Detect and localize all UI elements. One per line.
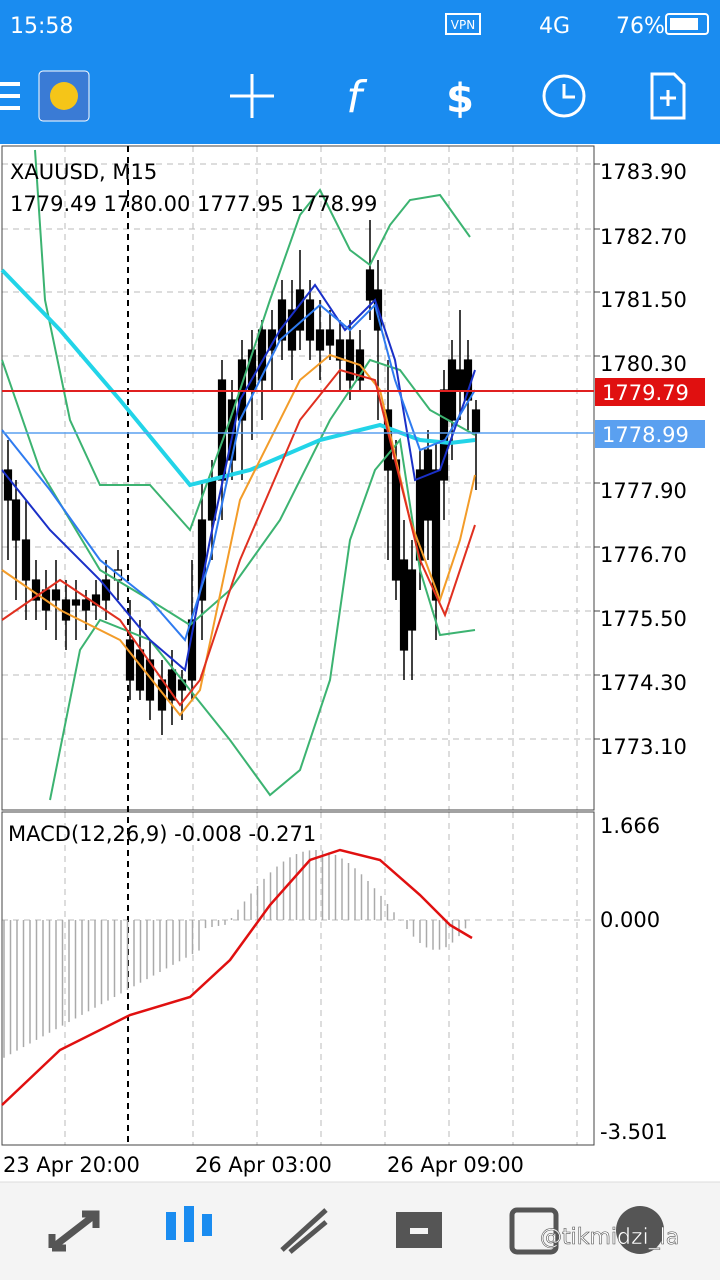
bb-middle <box>1 358 476 627</box>
time-label: 26 Apr 03:00 <box>195 1153 332 1177</box>
crosshair-icon[interactable] <box>230 74 274 118</box>
candle-body <box>471 409 481 433</box>
macd-axis: 1.666 0.000 -3.501 <box>600 814 668 1144</box>
battery-level <box>670 18 698 30</box>
candle-body <box>81 599 91 611</box>
battery-icon <box>665 13 709 35</box>
candle-body <box>423 449 433 521</box>
time-label: 23 Apr 20:00 <box>3 1153 140 1177</box>
header-bg <box>0 0 720 144</box>
clock-hands <box>562 84 575 99</box>
ask-price: 1778.99 <box>602 423 689 447</box>
menu-icon[interactable] <box>0 82 20 110</box>
quotes-tab[interactable] <box>48 1210 100 1252</box>
candle-body <box>407 569 417 631</box>
macd-histogram <box>3 850 467 1058</box>
bb-upper <box>34 149 471 532</box>
price-tick: 1780.30 <box>600 352 687 376</box>
messages-tab[interactable] <box>616 1206 664 1254</box>
price-axis: 1783.90 1782.70 1781.50 1780.30 1777.90 1776.… <box>594 160 687 759</box>
macd-tick: -3.501 <box>600 1120 668 1144</box>
chart-tab[interactable] <box>166 1206 212 1242</box>
candle-body <box>335 339 345 361</box>
price-tick: 1773.10 <box>600 735 687 759</box>
candle-body <box>71 599 81 606</box>
watermark: @tikmidzi_la <box>540 1225 679 1250</box>
price-tick: 1777.90 <box>600 479 687 503</box>
price-tick: 1782.70 <box>600 225 687 249</box>
candle-body <box>267 329 277 351</box>
price-tick: 1775.50 <box>600 607 687 631</box>
ask-box <box>595 420 705 448</box>
candle-body <box>167 669 177 701</box>
candle-body <box>135 649 145 691</box>
candle-body <box>305 299 315 341</box>
candle-body <box>399 559 409 651</box>
clock: 15:58 <box>10 14 73 39</box>
ma-red <box>1 368 476 707</box>
candle-body <box>391 459 401 581</box>
trade-icon[interactable]: $ <box>446 76 474 122</box>
candle-body <box>11 499 21 541</box>
vpn-box <box>445 13 481 35</box>
candle-body <box>455 369 465 391</box>
bottom-nav <box>0 1182 720 1280</box>
candle-body <box>51 589 61 601</box>
candle-body <box>61 599 71 621</box>
ma-lightblue <box>1 303 476 643</box>
candle-body <box>325 329 335 346</box>
ma-blue <box>1 283 476 672</box>
vpn: VPN <box>451 18 475 32</box>
logo-mark <box>50 82 78 110</box>
bid-price: 1779.79 <box>602 381 689 405</box>
time-label: 26 Apr 09:00 <box>387 1153 524 1177</box>
bid-box <box>595 378 705 406</box>
battery-text: 76% <box>616 14 665 39</box>
macd-label: MACD(12,26,9) -0.008 -0.271 <box>8 822 316 846</box>
price-tick: 1781.50 <box>600 288 687 312</box>
ohlc: 1779.49 1780.00 1777.95 1778.99 <box>10 192 377 216</box>
macd-tick: 0.000 <box>600 908 660 932</box>
symbol: XAUUSD, M15 <box>10 160 157 184</box>
network: 4G <box>539 14 570 39</box>
candles <box>3 220 481 735</box>
candle-body <box>145 659 155 701</box>
news-tab[interactable] <box>509 1207 559 1255</box>
candle-body <box>3 469 13 501</box>
time-axis: 23 Apr 20:00 26 Apr 03:00 26 Apr 09:00 <box>3 1153 524 1177</box>
history-tab[interactable] <box>396 1212 442 1248</box>
grid <box>2 146 594 1145</box>
candle-body <box>365 269 375 301</box>
candle-body <box>21 539 31 581</box>
trade-tab[interactable] <box>280 1208 328 1254</box>
macd-tick: 1.666 <box>600 814 660 838</box>
macd-pane <box>1 811 595 1146</box>
ma-orange <box>1 353 476 717</box>
candle-body <box>207 479 217 521</box>
indicators <box>0 149 476 801</box>
candle-body <box>217 379 227 481</box>
candle-body <box>125 639 135 681</box>
candle-body <box>431 469 441 601</box>
candle-body <box>315 329 325 351</box>
plus <box>660 90 676 106</box>
candle-body <box>277 299 287 341</box>
price-tick: 1776.70 <box>600 543 687 567</box>
price-tick: 1774.30 <box>600 671 687 695</box>
new-order-icon[interactable] <box>650 72 686 120</box>
history-icon[interactable] <box>542 74 586 118</box>
price-tick: 1783.90 <box>600 160 687 184</box>
macd-signal <box>1 848 473 1106</box>
main-pane <box>1 145 595 811</box>
